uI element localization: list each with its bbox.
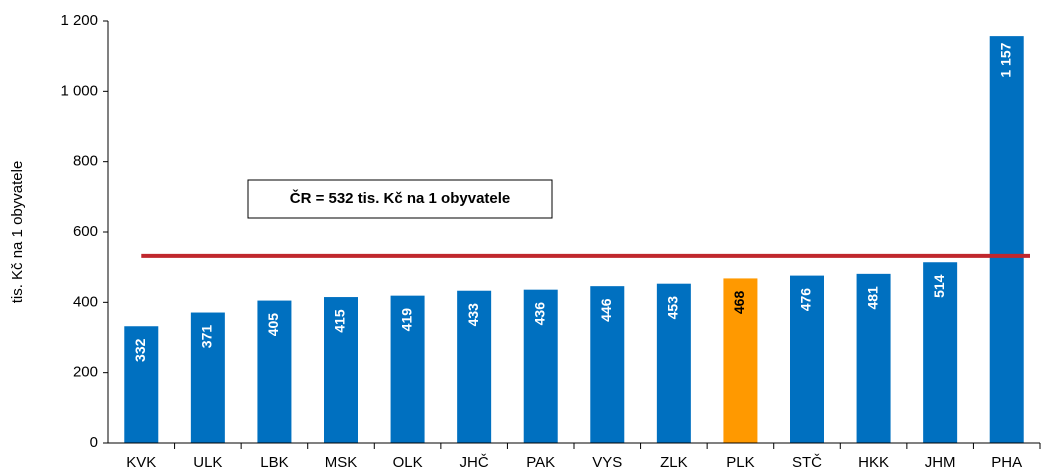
value-label: 453 [665, 296, 681, 320]
value-label: 468 [731, 291, 747, 315]
bar [723, 278, 758, 443]
x-tick-label: PLK [726, 454, 754, 471]
x-tick-label: STČ [792, 454, 822, 471]
y-tick-label: 1 200 [60, 12, 98, 29]
bar [190, 312, 225, 443]
value-label: 481 [864, 286, 880, 310]
bar [989, 36, 1024, 443]
bar [390, 295, 425, 443]
x-tick-label: JHM [925, 454, 956, 471]
x-tick-label: ZLK [660, 454, 688, 471]
bar [457, 290, 492, 443]
bar [656, 283, 691, 443]
bar [324, 297, 358, 443]
annotation-box [247, 179, 553, 219]
value-label: 419 [398, 308, 414, 332]
value-label: 436 [531, 302, 547, 326]
y-tick-label: 600 [73, 223, 98, 240]
x-tick-label: PHA [991, 454, 1022, 471]
y-tick-label: 800 [73, 153, 98, 170]
bar [523, 289, 558, 443]
x-tick-label: HKK [858, 454, 889, 471]
x-tick-label: JHČ [460, 454, 489, 471]
x-tick-label: ULK [193, 454, 222, 471]
value-label: 332 [132, 338, 148, 362]
y-tick-label: 200 [73, 364, 98, 381]
x-tick-label: VYS [592, 454, 622, 471]
value-label: 514 [931, 274, 947, 298]
y-tick-label: 400 [73, 293, 98, 310]
bar [124, 326, 159, 443]
value-label: 405 [265, 313, 281, 337]
bar [856, 273, 891, 443]
annotation: ČR = 532 tis. Kč na 1 obyvatele [290, 189, 511, 207]
value-label: 476 [798, 288, 814, 312]
bar [923, 262, 958, 443]
x-tick-label: OLK [393, 454, 423, 471]
value-label: 433 [465, 303, 481, 327]
bar [257, 300, 292, 443]
value-label: 415 [332, 309, 348, 333]
x-tick-label: LBK [260, 454, 288, 471]
x-tick-label: PAK [526, 454, 555, 471]
y-tick-label: 0 [90, 434, 98, 451]
value-label: 446 [598, 298, 614, 322]
value-label: 371 [199, 325, 215, 349]
bar [590, 286, 625, 443]
value-label: 1 157 [997, 42, 1013, 77]
bar [790, 275, 824, 443]
x-tick-label: KVK [126, 454, 156, 471]
y-tick-label: 1 000 [60, 82, 98, 99]
x-tick-label: MSK [325, 454, 358, 471]
y-axis-label: tis. Kč na 1 obyvatele [9, 161, 26, 304]
